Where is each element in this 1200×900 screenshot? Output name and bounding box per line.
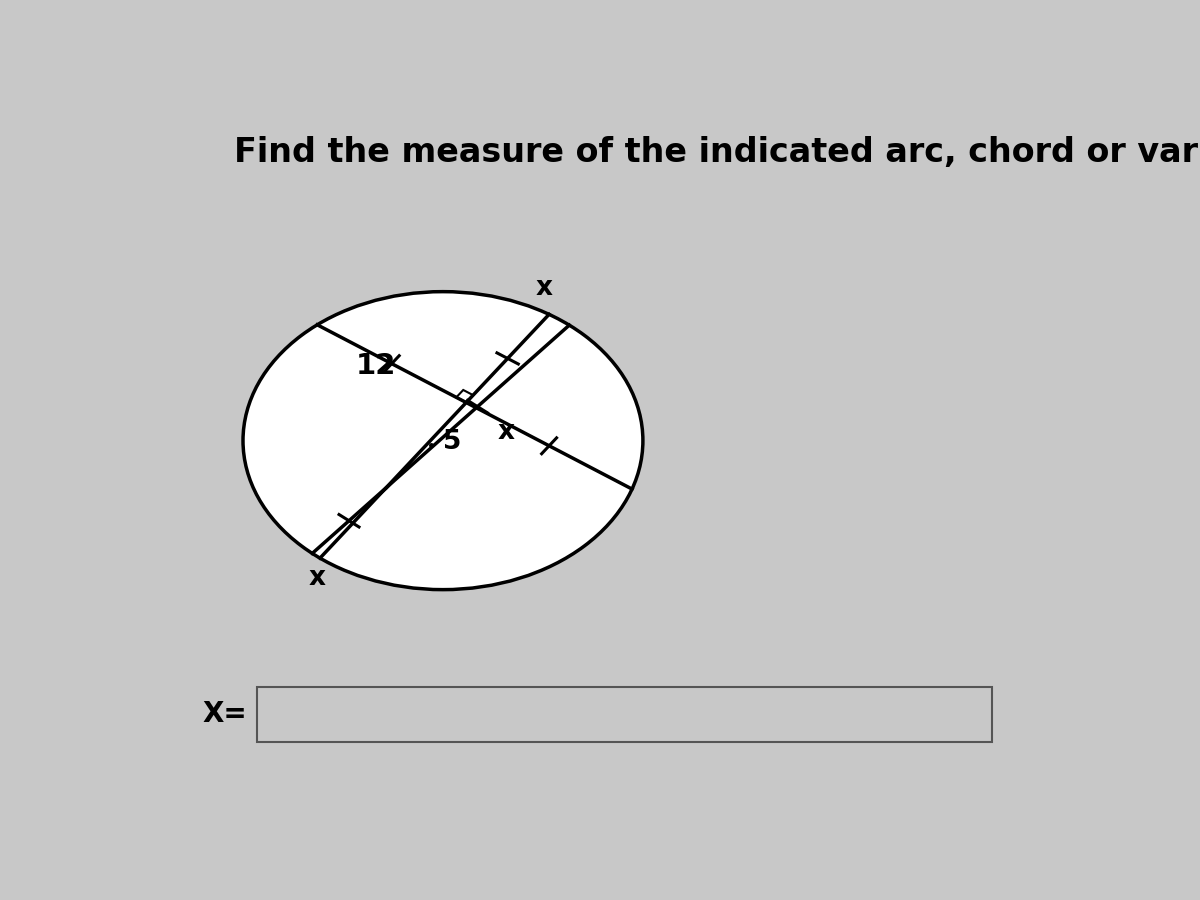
Circle shape	[242, 292, 643, 590]
Text: x: x	[498, 418, 515, 445]
Bar	[257, 687, 991, 742]
Text: Find the measure of the indicated arc, chord or variable.: Find the measure of the indicated arc, c…	[234, 136, 1200, 168]
Text: x: x	[308, 564, 325, 590]
Text: 5: 5	[443, 429, 461, 454]
Text: X=: X=	[203, 700, 247, 728]
Text: 12: 12	[355, 353, 396, 381]
Text: x: x	[536, 275, 553, 301]
